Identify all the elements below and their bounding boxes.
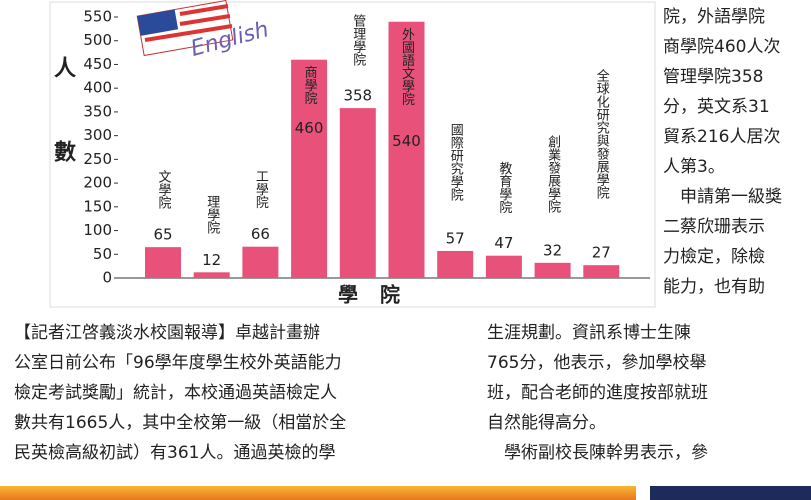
bar-category-label: 理學院: [204, 195, 220, 234]
article-line: 貿系216人居次: [663, 122, 811, 152]
article-line: 檢定考試獎勵」統計，本校通過英語檢定人: [14, 378, 476, 408]
bar: [437, 251, 473, 278]
bar: [535, 263, 571, 278]
y-tick-label: 500: [83, 31, 112, 49]
value-label: 57: [446, 229, 465, 247]
article-line: 力檢定，除檢: [663, 242, 811, 272]
bar-category-label: 外國語文學院: [399, 28, 415, 106]
y-tick-label: 350: [83, 102, 112, 120]
bar-category-label: 全球化研究與發展學院: [594, 69, 610, 200]
value-label: 66: [251, 225, 270, 243]
y-tick-label: 400: [83, 79, 112, 97]
article-line: 民英檢高級初試）有361人。通過英檢的學: [14, 438, 476, 468]
article-left: 【記者江啓義淡水校園報導】卓越計畫辦公室日前公布「96學年度學生校外英語能力檢定…: [14, 318, 476, 468]
value-label: 32: [543, 241, 562, 259]
banner-strip: [650, 486, 811, 500]
bar-category-label: 創業發展學院: [545, 135, 561, 213]
article-line: 二蔡欣珊表示: [663, 212, 811, 242]
article-line: 院，外語學院: [663, 2, 811, 32]
value-label: 540: [392, 132, 421, 150]
bar: [194, 272, 230, 278]
bar-category-label: 教育學院: [496, 161, 512, 214]
bar-category-label: 國際研究學院: [448, 123, 464, 201]
y-axis-label: 人數: [50, 56, 76, 224]
article-line: 商學院460人次: [663, 32, 811, 62]
article-line: 學術副校長陳幹男表示，參: [487, 438, 811, 468]
article-line: 能力，也有助: [663, 272, 811, 302]
article-line: 人第3。: [663, 152, 811, 182]
value-label: 47: [494, 234, 513, 252]
bar: [583, 265, 619, 278]
y-tick-label: 450: [83, 55, 112, 73]
y-tick-label: 150: [83, 197, 112, 215]
value-label: 358: [343, 87, 372, 105]
value-label: 12: [202, 251, 221, 269]
bar: [242, 247, 278, 278]
y-tick-label: 0: [102, 269, 112, 287]
y-tick-label: 550: [83, 8, 112, 26]
bar-category-label: 管理學院: [350, 14, 366, 66]
y-tick-label: 100: [83, 221, 112, 239]
y-tick-label: 50: [93, 245, 112, 263]
y-tick-label: 250: [83, 150, 112, 168]
value-label: 65: [153, 226, 172, 244]
value-label: 460: [295, 119, 324, 137]
article-line: 班，配合老師的進度按部就班: [487, 378, 811, 408]
article-line: 自然能得高分。: [487, 408, 811, 438]
article-line: 管理學院358: [663, 62, 811, 92]
bar-category-label: 工學院: [253, 170, 269, 209]
article-line: 數共有1665人，其中全校第一級（相當於全: [14, 408, 476, 438]
x-axis-label: 學院: [338, 283, 422, 307]
y-tick-label: 200: [83, 174, 112, 192]
bar: [145, 247, 181, 278]
article-line: 分，英文系31: [663, 92, 811, 122]
article-line: 【記者江啓義淡水校園報導】卓越計畫辦: [14, 318, 476, 348]
y-tick-label: 300: [83, 126, 112, 144]
value-label: 27: [592, 244, 611, 262]
chart: English 人數 學院 05010015020025030035040045…: [0, 0, 660, 315]
bar: [486, 256, 522, 278]
banner-strip: [0, 486, 636, 500]
article-line: 765分，他表示，參加學校舉: [487, 348, 811, 378]
bar-category-label: 文學院: [156, 170, 172, 209]
page: English 人數 學院 05010015020025030035040045…: [0, 0, 811, 500]
bar: [340, 108, 376, 278]
article-line: 申請第一級獎: [663, 182, 811, 212]
article-line: 生涯規劃。資訊系博士生陳: [487, 318, 811, 348]
bar-category-label: 商學院: [302, 66, 318, 105]
article-line: 公室日前公布「96學年度學生校外英語能力: [14, 348, 476, 378]
